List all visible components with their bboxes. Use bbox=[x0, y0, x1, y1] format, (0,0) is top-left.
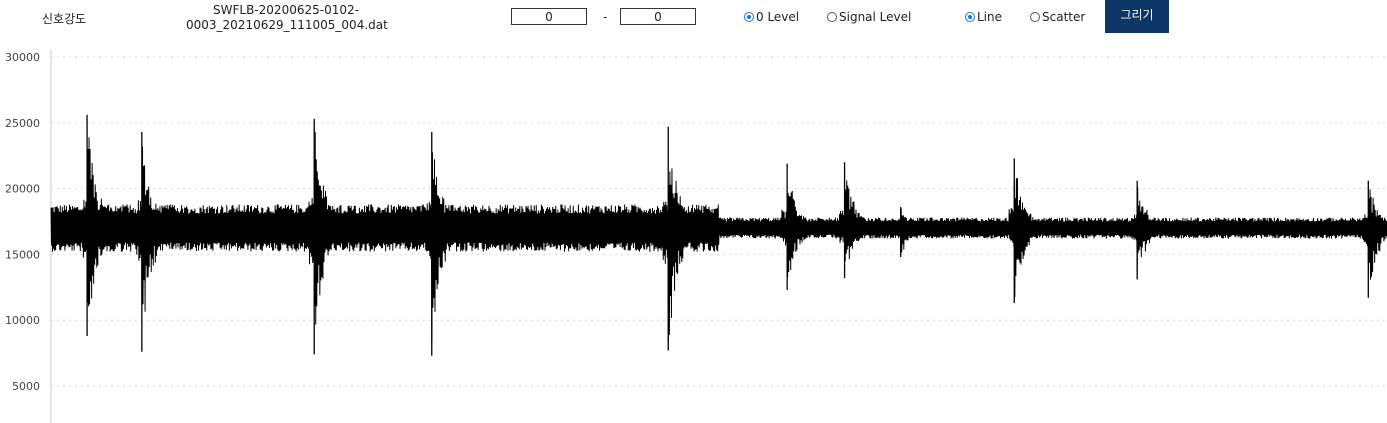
line-radio[interactable]: Line bbox=[965, 10, 1002, 24]
signal-chart: 30000 25000 20000 15000 10000 5000 bbox=[5, 50, 1387, 423]
scatter-radio-label: Scatter bbox=[1042, 10, 1086, 24]
range-separator: - bbox=[603, 10, 608, 24]
scatter-radio[interactable]: Scatter bbox=[1030, 10, 1085, 24]
radio-unselected-icon bbox=[1030, 12, 1040, 22]
y-tick-label: 15000 bbox=[5, 248, 40, 261]
line-radio-label: Line bbox=[977, 10, 1003, 24]
y-tick-label: 5000 bbox=[12, 380, 40, 393]
draw-button[interactable]: 그리기 bbox=[1105, 0, 1169, 33]
file-name-line-1: SWFLB-20200625-0102- bbox=[213, 3, 359, 17]
signal-strength-label: 신호강도 bbox=[42, 12, 87, 26]
file-name-line-2: 0003_20210629_111005_004.dat bbox=[186, 18, 388, 32]
signal-level-radio-label: Signal Level bbox=[839, 10, 912, 24]
radio-selected-icon bbox=[744, 12, 754, 22]
y-tick-label: 30000 bbox=[5, 51, 40, 64]
radio-unselected-icon bbox=[827, 12, 837, 22]
toolbar: 신호강도 SWFLB-20200625-0102- 0003_20210629_… bbox=[0, 0, 1387, 40]
radio-selected-icon bbox=[965, 12, 975, 22]
zero-level-radio-label: 0 Level bbox=[756, 10, 800, 24]
y-tick-label: 25000 bbox=[5, 117, 40, 130]
file-name: SWFLB-20200625-0102- 0003_20210629_11100… bbox=[186, 3, 388, 33]
signal-series-line bbox=[50, 131, 1387, 343]
signal-level-radio[interactable]: Signal Level bbox=[827, 10, 911, 24]
y-tick-label: 10000 bbox=[5, 314, 40, 327]
range-end-input[interactable] bbox=[620, 8, 696, 25]
y-tick-label: 20000 bbox=[5, 183, 40, 196]
range-start-input[interactable] bbox=[511, 8, 587, 25]
zero-level-radio[interactable]: 0 Level bbox=[744, 10, 799, 24]
